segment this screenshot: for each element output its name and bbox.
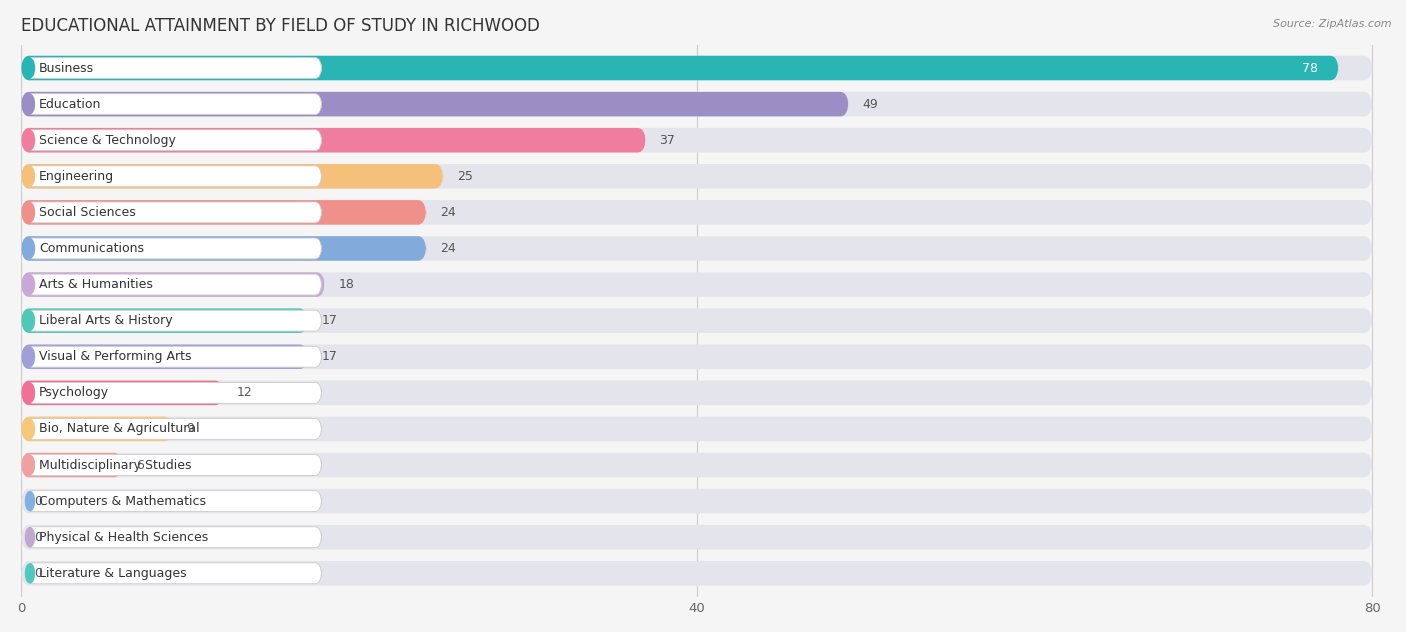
FancyBboxPatch shape [21,272,1372,297]
Circle shape [25,167,35,186]
Circle shape [25,311,35,331]
FancyBboxPatch shape [21,236,1372,261]
FancyBboxPatch shape [21,200,426,224]
FancyBboxPatch shape [21,272,325,297]
Text: Bio, Nature & Agricultural: Bio, Nature & Agricultural [39,422,200,435]
FancyBboxPatch shape [25,418,322,439]
Text: Visual & Performing Arts: Visual & Performing Arts [39,350,191,363]
Circle shape [25,383,35,403]
Text: Source: ZipAtlas.com: Source: ZipAtlas.com [1274,19,1392,29]
Text: Liberal Arts & History: Liberal Arts & History [39,314,173,327]
FancyBboxPatch shape [21,92,849,116]
Circle shape [25,275,35,294]
FancyBboxPatch shape [21,128,645,152]
Text: 25: 25 [457,170,472,183]
FancyBboxPatch shape [25,454,322,475]
FancyBboxPatch shape [21,344,1372,369]
Circle shape [25,528,35,547]
FancyBboxPatch shape [21,561,1372,586]
Text: 49: 49 [862,97,877,111]
Text: 0: 0 [34,495,42,507]
Text: Computers & Mathematics: Computers & Mathematics [39,495,207,507]
FancyBboxPatch shape [21,92,1372,116]
FancyBboxPatch shape [25,563,322,584]
Circle shape [25,492,35,511]
Text: 17: 17 [322,350,337,363]
FancyBboxPatch shape [21,308,1372,333]
Text: Business: Business [39,61,94,75]
FancyBboxPatch shape [21,164,1372,188]
FancyBboxPatch shape [25,94,322,114]
FancyBboxPatch shape [25,382,322,403]
Text: 37: 37 [659,134,675,147]
Text: 24: 24 [440,242,456,255]
Text: Science & Technology: Science & Technology [39,134,176,147]
FancyBboxPatch shape [21,453,1372,477]
Text: Communications: Communications [39,242,143,255]
Circle shape [25,95,35,114]
FancyBboxPatch shape [25,346,322,367]
FancyBboxPatch shape [21,489,1372,513]
Text: Social Sciences: Social Sciences [39,206,136,219]
Circle shape [25,347,35,367]
Text: Engineering: Engineering [39,170,114,183]
FancyBboxPatch shape [21,236,426,261]
Text: 18: 18 [339,278,354,291]
FancyBboxPatch shape [21,416,1372,441]
Text: 6: 6 [136,459,143,471]
Text: 17: 17 [322,314,337,327]
FancyBboxPatch shape [25,166,322,186]
FancyBboxPatch shape [21,416,173,441]
Text: Multidisciplinary Studies: Multidisciplinary Studies [39,459,191,471]
FancyBboxPatch shape [25,274,322,295]
FancyBboxPatch shape [25,310,322,331]
Text: 12: 12 [238,386,253,399]
Text: 0: 0 [34,531,42,544]
FancyBboxPatch shape [25,130,322,150]
Circle shape [25,58,35,78]
FancyBboxPatch shape [21,56,1339,80]
Text: 0: 0 [34,567,42,580]
Text: 24: 24 [440,206,456,219]
FancyBboxPatch shape [25,202,322,223]
Text: Psychology: Psychology [39,386,110,399]
FancyBboxPatch shape [21,200,1372,224]
Text: EDUCATIONAL ATTAINMENT BY FIELD OF STUDY IN RICHWOOD: EDUCATIONAL ATTAINMENT BY FIELD OF STUDY… [21,16,540,35]
FancyBboxPatch shape [21,164,443,188]
Text: 9: 9 [187,422,194,435]
FancyBboxPatch shape [21,380,224,405]
Text: Education: Education [39,97,101,111]
FancyBboxPatch shape [21,344,308,369]
FancyBboxPatch shape [21,128,1372,152]
FancyBboxPatch shape [21,525,1372,549]
FancyBboxPatch shape [21,56,1372,80]
Circle shape [25,456,35,475]
FancyBboxPatch shape [21,453,122,477]
FancyBboxPatch shape [25,238,322,259]
FancyBboxPatch shape [25,490,322,511]
Text: 78: 78 [1302,61,1319,75]
FancyBboxPatch shape [25,527,322,548]
FancyBboxPatch shape [21,380,1372,405]
FancyBboxPatch shape [21,308,308,333]
Circle shape [25,203,35,222]
Text: Literature & Languages: Literature & Languages [39,567,187,580]
Circle shape [25,564,35,583]
FancyBboxPatch shape [25,58,322,78]
Text: Arts & Humanities: Arts & Humanities [39,278,153,291]
Circle shape [25,420,35,439]
Circle shape [25,131,35,150]
Circle shape [25,239,35,258]
Text: Physical & Health Sciences: Physical & Health Sciences [39,531,208,544]
